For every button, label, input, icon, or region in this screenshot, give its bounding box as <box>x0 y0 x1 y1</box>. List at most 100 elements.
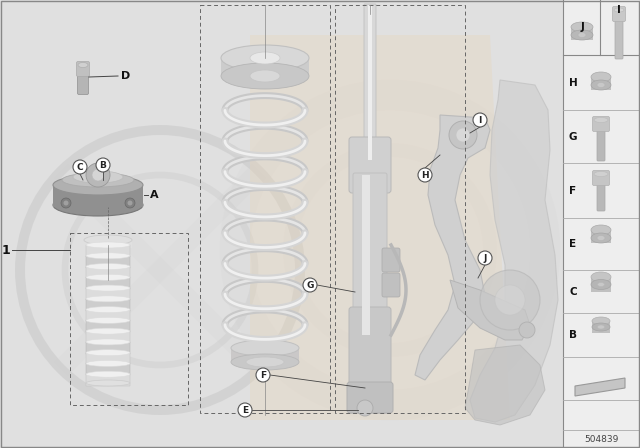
Text: C: C <box>77 163 83 172</box>
Text: B: B <box>100 160 106 169</box>
FancyBboxPatch shape <box>86 256 130 267</box>
FancyBboxPatch shape <box>347 382 393 413</box>
Text: G: G <box>307 280 314 289</box>
Ellipse shape <box>53 175 143 195</box>
Circle shape <box>127 201 132 206</box>
Ellipse shape <box>571 22 593 32</box>
Text: I: I <box>478 116 482 125</box>
Ellipse shape <box>86 263 130 270</box>
FancyBboxPatch shape <box>86 320 130 332</box>
Ellipse shape <box>86 371 130 377</box>
Ellipse shape <box>597 82 605 87</box>
Circle shape <box>495 285 525 315</box>
FancyBboxPatch shape <box>362 175 370 335</box>
FancyBboxPatch shape <box>612 7 625 22</box>
Text: 504839: 504839 <box>584 435 618 444</box>
Circle shape <box>73 160 87 174</box>
Circle shape <box>519 322 535 338</box>
Polygon shape <box>575 378 625 396</box>
Circle shape <box>478 251 492 265</box>
Ellipse shape <box>221 63 309 89</box>
FancyBboxPatch shape <box>597 127 605 161</box>
Ellipse shape <box>62 173 134 187</box>
Ellipse shape <box>250 52 280 64</box>
FancyBboxPatch shape <box>86 310 130 321</box>
Ellipse shape <box>614 8 624 12</box>
Ellipse shape <box>221 45 309 71</box>
Ellipse shape <box>231 354 299 370</box>
Ellipse shape <box>598 283 605 287</box>
FancyBboxPatch shape <box>86 342 130 353</box>
Ellipse shape <box>250 70 280 82</box>
FancyBboxPatch shape <box>86 331 130 343</box>
FancyBboxPatch shape <box>86 374 130 386</box>
Polygon shape <box>415 115 490 380</box>
Ellipse shape <box>231 340 299 356</box>
Circle shape <box>418 168 432 182</box>
FancyBboxPatch shape <box>77 61 90 77</box>
Circle shape <box>303 278 317 292</box>
Text: J: J <box>483 254 486 263</box>
Circle shape <box>480 270 540 330</box>
FancyBboxPatch shape <box>86 288 130 300</box>
Ellipse shape <box>86 306 130 313</box>
Text: E: E <box>570 239 577 249</box>
Polygon shape <box>465 345 545 425</box>
Ellipse shape <box>86 339 130 345</box>
Ellipse shape <box>86 380 130 386</box>
Ellipse shape <box>86 242 130 248</box>
Ellipse shape <box>53 194 143 216</box>
Circle shape <box>357 400 373 416</box>
Ellipse shape <box>78 63 88 68</box>
Polygon shape <box>250 35 510 420</box>
Ellipse shape <box>591 272 611 282</box>
Text: H: H <box>421 171 429 180</box>
Ellipse shape <box>73 171 123 183</box>
FancyBboxPatch shape <box>86 299 130 310</box>
Circle shape <box>92 169 104 181</box>
FancyBboxPatch shape <box>592 321 610 333</box>
Ellipse shape <box>591 72 611 82</box>
Text: A: A <box>150 190 159 200</box>
FancyBboxPatch shape <box>349 307 391 413</box>
Ellipse shape <box>594 117 608 122</box>
Ellipse shape <box>86 274 130 280</box>
FancyBboxPatch shape <box>84 240 132 248</box>
Ellipse shape <box>246 357 284 367</box>
Text: J: J <box>580 22 584 32</box>
Ellipse shape <box>578 33 586 38</box>
Circle shape <box>125 198 135 208</box>
Circle shape <box>63 201 68 206</box>
Circle shape <box>61 198 71 208</box>
Circle shape <box>238 403 252 417</box>
Circle shape <box>449 121 477 149</box>
Polygon shape <box>470 80 558 422</box>
FancyBboxPatch shape <box>591 277 611 292</box>
Ellipse shape <box>86 296 130 302</box>
Ellipse shape <box>594 172 608 177</box>
Circle shape <box>96 158 110 172</box>
Ellipse shape <box>591 233 611 243</box>
Ellipse shape <box>592 317 610 325</box>
Ellipse shape <box>598 325 605 329</box>
Text: I: I <box>617 5 621 15</box>
FancyBboxPatch shape <box>368 5 372 160</box>
Ellipse shape <box>591 225 611 235</box>
Circle shape <box>456 128 470 142</box>
FancyBboxPatch shape <box>86 277 130 289</box>
Circle shape <box>256 368 270 382</box>
FancyBboxPatch shape <box>53 185 143 207</box>
Ellipse shape <box>86 285 130 291</box>
Polygon shape <box>450 280 530 340</box>
Circle shape <box>86 163 110 187</box>
FancyBboxPatch shape <box>221 58 309 76</box>
Text: F: F <box>570 185 577 195</box>
FancyBboxPatch shape <box>77 69 88 95</box>
Ellipse shape <box>591 280 611 289</box>
Text: D: D <box>121 71 131 81</box>
Text: B: B <box>569 330 577 340</box>
FancyBboxPatch shape <box>86 245 130 257</box>
Ellipse shape <box>86 350 130 356</box>
Ellipse shape <box>86 328 130 334</box>
Circle shape <box>473 113 487 127</box>
